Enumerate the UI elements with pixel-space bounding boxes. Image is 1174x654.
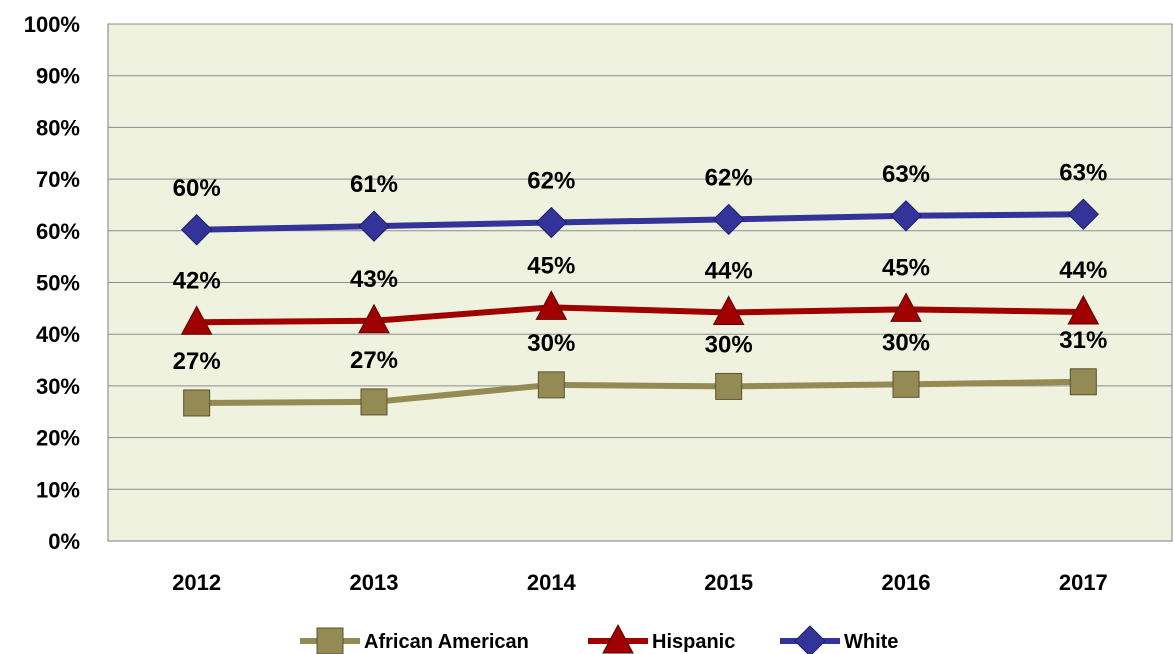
data-point-hispanic — [712, 295, 745, 325]
gridlines — [108, 23, 1172, 490]
y-axis: 0% 10% 20% 30% 40% 50% 60% 70% 80% 90% 100% — [24, 12, 80, 554]
data-point-white — [712, 203, 745, 236]
data-point-white — [358, 210, 390, 242]
x-tick-label: 2014 — [527, 570, 577, 595]
legend-item-hispanic: Hispanic — [588, 623, 735, 654]
data-label-hispanic: 44% — [705, 257, 753, 284]
legend-marker-hispanic — [602, 623, 634, 654]
y-tick-label: 80% — [36, 115, 80, 140]
y-tick-label: 20% — [36, 426, 80, 451]
legend-label: Hispanic — [652, 631, 735, 653]
legend-item-white: White — [780, 625, 898, 654]
data-label-hispanic: 42% — [173, 267, 221, 294]
series-line-hispanic — [196, 304, 1084, 326]
y-tick-label: 0% — [48, 529, 80, 554]
data-label-hispanic: 43% — [350, 266, 398, 293]
y-tick-label: 60% — [36, 219, 80, 244]
y-tick-label: 30% — [36, 374, 80, 399]
series-hispanic — [180, 290, 1100, 335]
data-point-hispanic — [358, 303, 390, 334]
data-point-african-american — [1069, 368, 1097, 396]
x-tick-label: 2015 — [704, 570, 753, 595]
data-point-african-american — [360, 388, 388, 416]
legend: African American Hispanic White — [300, 623, 898, 654]
x-tick-label: 2017 — [1059, 570, 1108, 595]
data-point-hispanic — [180, 305, 213, 335]
data-point-african-american — [537, 371, 565, 399]
data-point-african-american — [892, 370, 920, 398]
x-tick-label: 2012 — [172, 570, 221, 595]
x-axis: 2012 2013 2014 2015 2016 2017 — [172, 570, 1108, 595]
data-point-white — [1067, 198, 1100, 230]
data-point-white — [890, 200, 922, 232]
legend-label: White — [844, 631, 898, 653]
x-tick-label: 2016 — [882, 570, 931, 595]
y-tick-label: 50% — [36, 271, 80, 296]
data-label-white: 63% — [882, 161, 930, 188]
data-label-white: 62% — [527, 168, 575, 195]
data-point-hispanic — [1067, 294, 1100, 325]
data-label-african-american: 30% — [527, 330, 575, 357]
series-line-african-american — [196, 378, 1084, 406]
series-line-white — [196, 211, 1084, 233]
series-african-american — [183, 368, 1097, 417]
data-point-white — [180, 214, 213, 246]
x-tick-label: 2013 — [350, 570, 399, 595]
data-label-hispanic: 44% — [1059, 257, 1107, 284]
data-label-hispanic: 45% — [882, 254, 930, 281]
data-label-african-american: 31% — [1059, 327, 1107, 354]
data-point-african-american — [715, 372, 743, 400]
data-label-african-american: 27% — [173, 348, 221, 375]
data-label-african-american: 30% — [882, 329, 930, 356]
legend-marker-white — [794, 625, 826, 654]
data-point-hispanic — [890, 292, 922, 322]
y-tick-label: 40% — [36, 322, 80, 347]
data-labels: 27% 27% 30% 30% 30% 31% 42% 43% 45% 44% 45% 44% 60% 6… — [173, 159, 1108, 375]
legend-label: African American — [364, 631, 529, 653]
data-point-hispanic — [535, 290, 568, 320]
y-tick-label: 90% — [36, 64, 80, 89]
data-point-white — [535, 206, 568, 239]
legend-item-african-american: African American — [300, 627, 529, 654]
data-label-white: 60% — [173, 175, 221, 202]
data-label-white: 62% — [705, 164, 753, 191]
y-tick-label: 10% — [36, 477, 80, 502]
data-label-african-american: 27% — [350, 347, 398, 374]
data-label-white: 61% — [350, 171, 398, 198]
y-tick-label: 100% — [24, 12, 80, 37]
data-label-african-american: 30% — [705, 331, 753, 358]
series-white — [180, 198, 1100, 246]
data-label-white: 63% — [1059, 159, 1107, 186]
data-point-african-american — [183, 389, 211, 417]
data-label-hispanic: 45% — [527, 252, 575, 279]
y-tick-label: 70% — [36, 167, 80, 192]
legend-marker-african-american — [316, 627, 344, 654]
series-group — [180, 198, 1100, 417]
